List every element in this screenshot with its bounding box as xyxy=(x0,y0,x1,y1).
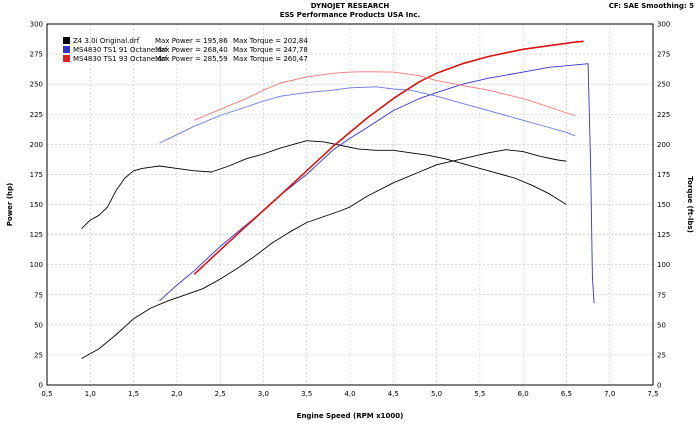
x-tick-label: 7,0 xyxy=(604,390,615,398)
y-tick-label-right: 150 xyxy=(657,201,670,209)
y-tick-label-left: 200 xyxy=(30,141,43,149)
legend: Z4 3.0i Original.drf Max Power = 195,86 Ma… xyxy=(63,37,308,63)
y-tick-label-right: 0 xyxy=(657,382,661,390)
y-tick-label-left: 0 xyxy=(39,382,43,390)
x-tick-label: 4,0 xyxy=(344,390,355,398)
y-tick-label-right: 75 xyxy=(657,291,666,299)
plot-frame xyxy=(46,23,654,386)
x-tick-label: 6,0 xyxy=(518,390,529,398)
y-tick-label-left: 25 xyxy=(34,351,43,359)
series-line-z4_power xyxy=(81,149,567,359)
company-title: DYNOJET RESEARCH xyxy=(310,2,390,10)
y-tick-label-left: 300 xyxy=(30,21,43,29)
report-header: DYNOJET RESEARCH ESS Performance Product… xyxy=(0,0,700,24)
x-axis-title: Engine Speed (RPM x1000) xyxy=(297,412,404,420)
series-line-ms91_torque xyxy=(159,86,576,144)
x-tick-label: 6,5 xyxy=(561,390,572,398)
legend-max-power: Max Power = 285,59 xyxy=(155,55,228,63)
y-tick-label-left: 50 xyxy=(34,321,43,329)
y-tick-label-right: 250 xyxy=(657,81,670,89)
x-tick-label: 2,5 xyxy=(215,390,226,398)
x-tick-label: 5,0 xyxy=(431,390,442,398)
y-axis-title: Power (hp) xyxy=(6,183,14,226)
x-tick-label: 7,5 xyxy=(647,390,658,398)
dealer-title: ESS Performance Products USA Inc. xyxy=(279,11,421,19)
y-tick-label-left: 150 xyxy=(30,201,43,209)
x-tick-label: 1,0 xyxy=(85,390,96,398)
y-tick-label-left: 125 xyxy=(30,231,43,239)
y-tick-label-left: 275 xyxy=(30,51,43,59)
y-tick-label-right: 225 xyxy=(657,111,670,119)
legend-max-torque: Max Torque = 260,47 xyxy=(233,55,308,63)
x-axis-ticks: 0,5 1,0 1,5 2,0 2,5 3,0 3,5 4,0 4,5 5,0 5,5 6,0 6,5 7… xyxy=(41,390,658,398)
y-tick-label-right: 275 xyxy=(657,51,670,59)
legend-file: MS4830 TS1 93 Octane.drf xyxy=(73,55,168,63)
series-line-z4_torque xyxy=(81,140,567,229)
x-tick-label: 3,0 xyxy=(258,390,269,398)
y-tick-label-right: 25 xyxy=(657,351,666,359)
series-line-ms93_power xyxy=(193,40,584,275)
y-tick-label-left: 175 xyxy=(30,171,43,179)
x-tick-label: 2,0 xyxy=(171,390,182,398)
y2-axis-title: Torque (ft-lbs) xyxy=(686,176,694,233)
y-axis-ticks: 0 0 25 25 50 50 75 75 100 100 125 125 150 150 175 175 20… xyxy=(30,21,671,390)
y-tick-label-right: 300 xyxy=(657,21,670,29)
x-tick-label: 0,5 xyxy=(41,390,52,398)
x-tick-label: 4,5 xyxy=(388,390,399,398)
y-tick-label-left: 100 xyxy=(30,261,43,269)
y-tick-label-left: 250 xyxy=(30,81,43,89)
legend-file: Z4 3.0i Original.drf xyxy=(73,37,140,45)
y-tick-label-right: 125 xyxy=(657,231,670,239)
x-tick-label: 3,5 xyxy=(301,390,312,398)
series-line-ms93_torque xyxy=(194,71,576,121)
correction-settings: CF: SAE Smoothing: 5 xyxy=(608,2,694,10)
legend-swatch xyxy=(63,55,70,62)
legend-max-torque: Max Torque = 202,84 xyxy=(233,37,308,45)
y-tick-label-right: 100 xyxy=(657,261,670,269)
series xyxy=(81,40,595,359)
x-tick-label: 5,5 xyxy=(474,390,485,398)
legend-max-power: Max Power = 195,86 xyxy=(155,37,228,45)
legend-swatch xyxy=(63,37,70,44)
y-tick-label-left: 225 xyxy=(30,111,43,119)
y-tick-label-right: 175 xyxy=(657,171,670,179)
legend-swatch xyxy=(63,46,70,53)
grid xyxy=(46,23,654,386)
y-tick-label-right: 50 xyxy=(657,321,666,329)
legend-file: MS4830 TS1 91 Octane.drf xyxy=(73,46,168,54)
y-tick-label-right: 200 xyxy=(657,141,670,149)
legend-max-power: Max Power = 268,40 xyxy=(155,46,228,54)
series-line-ms91_power xyxy=(159,63,595,304)
x-tick-label: 1,5 xyxy=(128,390,139,398)
legend-max-torque: Max Torque = 247,78 xyxy=(233,46,308,54)
y-tick-label-left: 75 xyxy=(34,291,43,299)
